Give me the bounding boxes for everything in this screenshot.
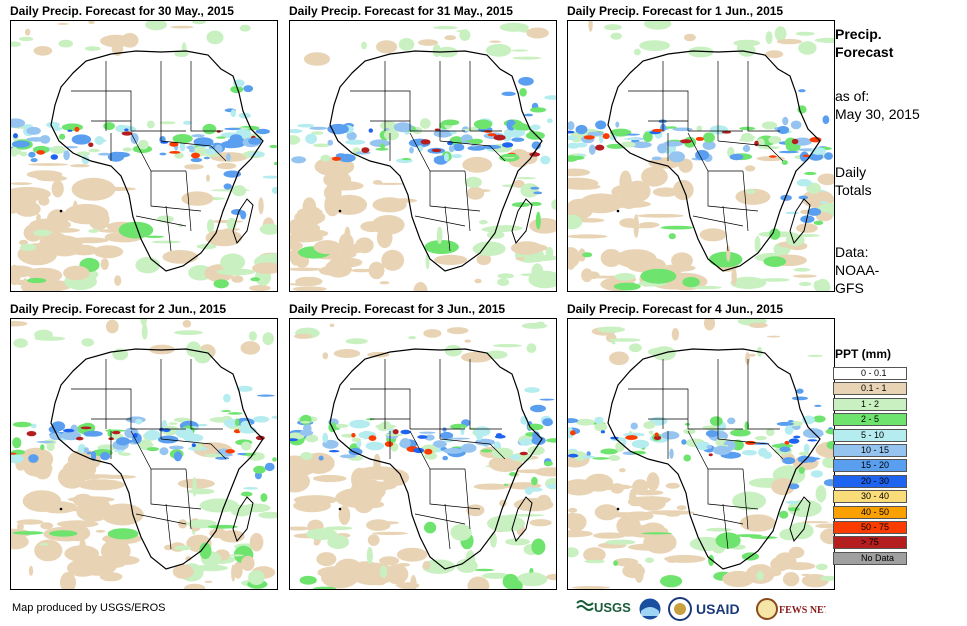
totals-block: Daily Totals bbox=[835, 164, 872, 198]
panel-title: Daily Precip. Forecast for 4 Jun., 2015 bbox=[567, 302, 784, 316]
svg-text:USGS: USGS bbox=[594, 600, 631, 615]
legend-swatch bbox=[833, 551, 907, 565]
legend-item: 40 - 50 bbox=[833, 505, 907, 520]
legend-swatch bbox=[833, 428, 907, 442]
legend-label: 20 - 30 bbox=[861, 475, 890, 486]
legend-swatch bbox=[833, 520, 907, 534]
legend-swatch bbox=[833, 443, 907, 457]
side-title: Precip. Forecast bbox=[835, 26, 894, 60]
noaa-logo bbox=[638, 596, 664, 622]
precip-map bbox=[289, 318, 557, 590]
legend-item: 15 - 20 bbox=[833, 458, 907, 473]
panel-title: Daily Precip. Forecast for 1 Jun., 2015 bbox=[567, 4, 784, 18]
legend-item: 0 - 0.1 bbox=[833, 366, 907, 381]
fewsnet-logo: FEWS NET bbox=[756, 596, 826, 622]
legend-swatch bbox=[833, 367, 907, 380]
legend-label: 2 - 5 bbox=[861, 414, 880, 425]
legend-swatch bbox=[833, 490, 907, 504]
legend-label: No Data bbox=[861, 552, 895, 563]
legend-item: 0.1 - 1 bbox=[833, 381, 907, 396]
legend-label: 50 - 75 bbox=[861, 521, 890, 532]
panel-title: Daily Precip. Forecast for 2 Jun., 2015 bbox=[10, 302, 227, 316]
data-source-block: Data: NOAA- GFS bbox=[835, 244, 880, 296]
legend-item: 30 - 40 bbox=[833, 489, 907, 504]
state-dept-seal bbox=[668, 596, 694, 622]
legend-swatch bbox=[833, 536, 907, 550]
legend-label: 0.1 - 1 bbox=[861, 383, 887, 394]
usaid-logo: USAID bbox=[696, 601, 740, 617]
precip-map bbox=[289, 20, 557, 292]
legend-swatch bbox=[833, 505, 907, 519]
legend-item: 20 - 30 bbox=[833, 474, 907, 489]
legend-label: 30 - 40 bbox=[861, 491, 890, 502]
legend-label: 40 - 50 bbox=[861, 506, 890, 517]
legend-item: > 75 bbox=[833, 535, 907, 550]
legend-label: 0 - 0.1 bbox=[861, 368, 887, 378]
legend-label: 5 - 10 bbox=[861, 429, 885, 440]
legend: 0 - 0.1 0.1 - 1 1 - 2 2 - 5 5 - 10 10 - 15 15 … bbox=[833, 366, 907, 566]
legend-swatch bbox=[833, 413, 907, 427]
legend-swatch bbox=[833, 382, 907, 396]
legend-item: 50 - 75 bbox=[833, 520, 907, 535]
logo-strip: USGS USAID FEWS NET bbox=[576, 596, 826, 622]
legend-label: 15 - 20 bbox=[861, 460, 890, 471]
svg-text:FEWS NET: FEWS NET bbox=[779, 605, 826, 616]
precip-map bbox=[10, 20, 278, 292]
legend-swatch bbox=[833, 397, 907, 411]
precip-map bbox=[567, 20, 835, 292]
legend-item: No Data bbox=[833, 551, 907, 566]
legend-item: 2 - 5 bbox=[833, 412, 907, 427]
legend-item: 10 - 15 bbox=[833, 443, 907, 458]
precip-map bbox=[567, 318, 835, 590]
usgs-logo: USGS bbox=[576, 596, 632, 622]
legend-swatch bbox=[833, 474, 907, 488]
credit-text: Map produced by USGS/EROS bbox=[12, 602, 166, 614]
legend-label: > 75 bbox=[861, 537, 879, 548]
as-of-block: as of: May 30, 2015 bbox=[835, 88, 920, 122]
precip-map bbox=[10, 318, 278, 590]
legend-label: 10 - 15 bbox=[861, 444, 890, 455]
legend-title: PPT (mm) bbox=[835, 347, 892, 361]
panel-title: Daily Precip. Forecast for 31 May., 2015 bbox=[289, 4, 513, 18]
legend-item: 5 - 10 bbox=[833, 428, 907, 443]
legend-item: 1 - 2 bbox=[833, 397, 907, 412]
legend-label: 1 - 2 bbox=[861, 398, 880, 409]
panel-title: Daily Precip. Forecast for 30 May., 2015 bbox=[10, 4, 234, 18]
panel-title: Daily Precip. Forecast for 3 Jun., 2015 bbox=[289, 302, 506, 316]
legend-swatch bbox=[833, 459, 907, 473]
